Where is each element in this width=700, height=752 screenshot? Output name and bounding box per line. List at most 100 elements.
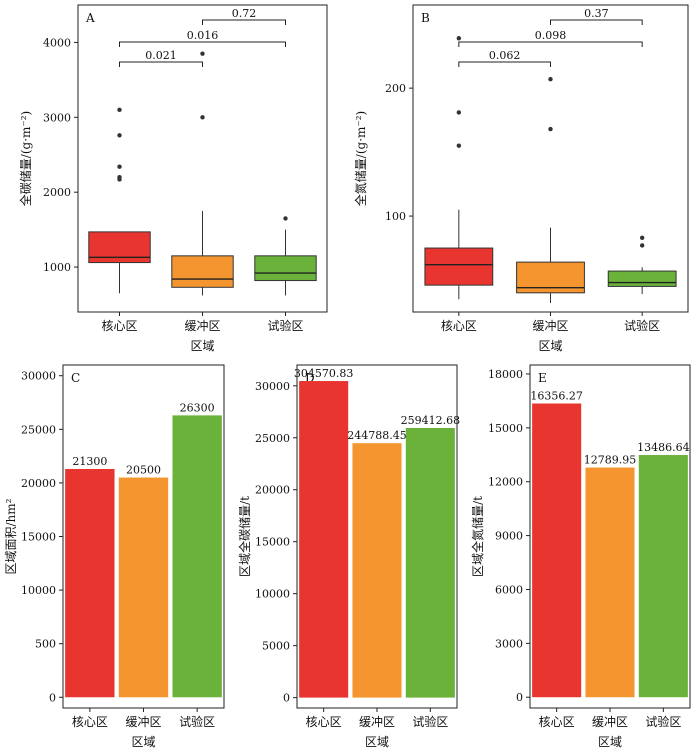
y-tick-label: 2000 [43, 186, 71, 199]
y-tick-label: 9000 [495, 530, 523, 543]
iqr-box [171, 255, 234, 288]
outlier-point [117, 107, 122, 113]
x-tick-label: 试验区 [624, 318, 660, 333]
bar-value-label: 21300 [72, 455, 107, 468]
panel-label: D [305, 371, 315, 385]
x-axis-label: 区域 [598, 735, 622, 749]
bar [65, 468, 115, 698]
box-2 [254, 216, 317, 296]
box-1 [171, 51, 234, 296]
bar [299, 381, 349, 698]
y-tick-label: 0 [516, 691, 523, 704]
y-tick-label: 30000 [255, 380, 290, 393]
y-tick-label: 18000 [488, 368, 523, 381]
y-tick-label: 12000 [488, 476, 523, 489]
bar-value-label: 20500 [126, 464, 161, 477]
p-value-label: 0.098 [535, 29, 567, 42]
x-tick-label: 试验区 [412, 714, 448, 729]
y-tick-label: 30000 [21, 370, 56, 383]
bar-value-label: 304570.83 [294, 367, 354, 380]
bar [118, 477, 169, 698]
bar [352, 443, 402, 698]
x-tick-label: 缓冲区 [592, 714, 628, 729]
comparison-bracket [119, 41, 286, 47]
x-axis-label: 区域 [190, 339, 214, 353]
bar-value-label: 12789.95 [584, 454, 637, 467]
outlier-point [456, 110, 462, 115]
y-tick-label: 15000 [488, 422, 523, 435]
outlier-point [117, 175, 122, 180]
y-tick-label: 0 [283, 692, 290, 705]
x-tick-label: 缓冲区 [532, 318, 568, 333]
outlier-point [548, 76, 553, 82]
bar [172, 415, 222, 698]
iqr-box [424, 247, 494, 286]
bar [585, 467, 635, 698]
panel-label: E [538, 371, 547, 385]
bar-value-label: 259412.68 [401, 414, 461, 427]
x-tick-label: 缓冲区 [125, 714, 161, 729]
iqr-box [607, 270, 677, 287]
x-tick-label: 核心区 [72, 715, 108, 729]
x-tick-label: 试验区 [179, 714, 215, 729]
y-tick-label: 15000 [255, 536, 290, 549]
y-tick-label: 10000 [255, 588, 290, 601]
outlier-point [117, 164, 122, 169]
y-tick-label: 20000 [255, 484, 290, 497]
outlier-point [200, 51, 205, 56]
iqr-box [254, 255, 317, 282]
bar [638, 455, 688, 698]
comparison-bracket [458, 41, 643, 47]
y-axis-label: 区域全氮储量/t [470, 496, 485, 577]
x-tick-label: 核心区 [101, 319, 137, 333]
box-0 [88, 107, 151, 294]
bar-value-label: 26300 [180, 401, 215, 414]
y-tick-label: 25000 [21, 423, 56, 436]
x-tick-label: 核心区 [441, 319, 477, 333]
comparison-bracket [202, 19, 286, 25]
y-tick-label: 500 [35, 638, 56, 651]
x-tick-label: 缓冲区 [359, 714, 395, 729]
comparison-bracket [550, 19, 643, 25]
y-tick-label: 4000 [43, 36, 71, 49]
y-axis-label: 区域全碳储量/t [237, 496, 252, 577]
p-value-label: 0.37 [584, 7, 609, 20]
outlier-point [548, 126, 553, 132]
y-tick-label: 6000 [495, 583, 523, 596]
outlier-point [283, 216, 288, 221]
y-axis-label: 全氮储量/(g·m⁻²) [353, 111, 368, 206]
y-tick-label: 3000 [495, 637, 523, 650]
p-value-label: 0.062 [489, 49, 521, 62]
y-tick-label: 10000 [21, 584, 56, 597]
x-axis-label: 区域 [131, 735, 155, 749]
panel-label: A [85, 11, 95, 25]
box-0 [424, 36, 494, 300]
y-tick-label: 25000 [255, 432, 290, 445]
y-tick-label: 1000 [43, 261, 71, 274]
box-2 [607, 235, 677, 295]
bar-value-label: 244788.45 [347, 429, 407, 442]
x-tick-label: 缓冲区 [184, 318, 220, 333]
panel-label: B [421, 11, 430, 25]
panel-label: C [71, 371, 80, 385]
outlier-point [456, 36, 462, 41]
p-value-label: 0.72 [232, 7, 257, 20]
x-tick-label: 试验区 [645, 714, 681, 729]
y-tick-label: 20000 [21, 477, 56, 490]
outlier-point [200, 115, 205, 120]
x-tick-label: 核心区 [539, 715, 575, 729]
y-axis-label: 区域面积/hm² [4, 498, 18, 574]
panel-d: D 0 5000 10000 15000 20000 25000 30000 核心区 缓冲区 试验区… [237, 364, 461, 749]
outlier-point [456, 143, 462, 148]
outlier-point [117, 133, 122, 138]
y-tick-label: 0 [49, 691, 56, 704]
x-axis-label: 区域 [365, 735, 389, 749]
y-tick-label: 5000 [262, 640, 290, 653]
y-tick-label: 15000 [21, 531, 56, 544]
box-1 [516, 76, 585, 304]
